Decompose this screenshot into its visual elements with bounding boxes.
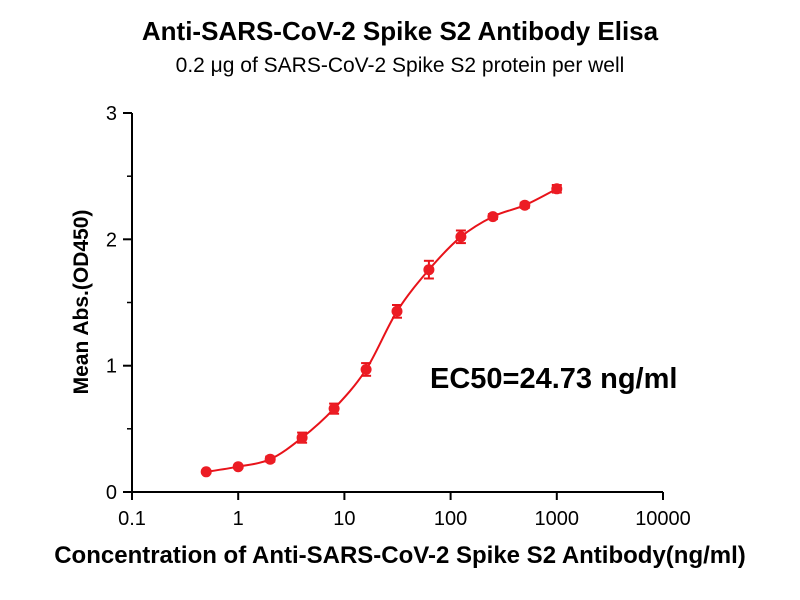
fit-curve xyxy=(206,187,558,473)
ec50-annotation: EC50=24.73 ng/ml xyxy=(430,363,677,395)
x-tick-label: 100 xyxy=(434,508,467,530)
dose-response-series xyxy=(200,183,563,478)
chart-title: Anti-SARS-CoV-2 Spike S2 Antibody Elisa xyxy=(141,16,659,46)
y-tick-label: 2 xyxy=(106,229,117,251)
x-axis-label: Concentration of Anti-SARS-CoV-2 Spike S… xyxy=(54,542,746,569)
x-tick-label: 10 xyxy=(333,508,355,530)
data-point xyxy=(328,403,340,415)
axes xyxy=(131,113,663,493)
x-tick-label: 1000 xyxy=(535,508,580,530)
data-point xyxy=(264,453,276,465)
y-axis-ticks: 0 1 2 3 xyxy=(106,103,132,504)
data-point xyxy=(360,364,372,375)
data-point xyxy=(423,264,435,276)
data-point xyxy=(519,199,531,211)
x-tick-label: 10000 xyxy=(635,508,691,530)
y-axis-label: Mean Abs.(OD450) xyxy=(70,210,93,395)
y-tick-label: 1 xyxy=(106,356,117,378)
data-point xyxy=(296,432,308,444)
data-point xyxy=(455,231,467,243)
data-point xyxy=(200,466,212,478)
chart-subtitle: 0.2 μg of SARS-CoV-2 Spike S2 protein pe… xyxy=(175,54,625,77)
y-tick-label: 3 xyxy=(106,103,117,125)
x-axis-ticks: 0.1 1 10 100 1000 10000 xyxy=(118,492,691,530)
x-tick-label: 1 xyxy=(233,508,244,530)
data-point xyxy=(551,183,563,195)
y-tick-label: 0 xyxy=(106,482,117,504)
data-point xyxy=(391,305,403,317)
data-point xyxy=(487,211,499,223)
x-tick-label: 0.1 xyxy=(118,508,146,530)
data-point xyxy=(232,461,244,473)
